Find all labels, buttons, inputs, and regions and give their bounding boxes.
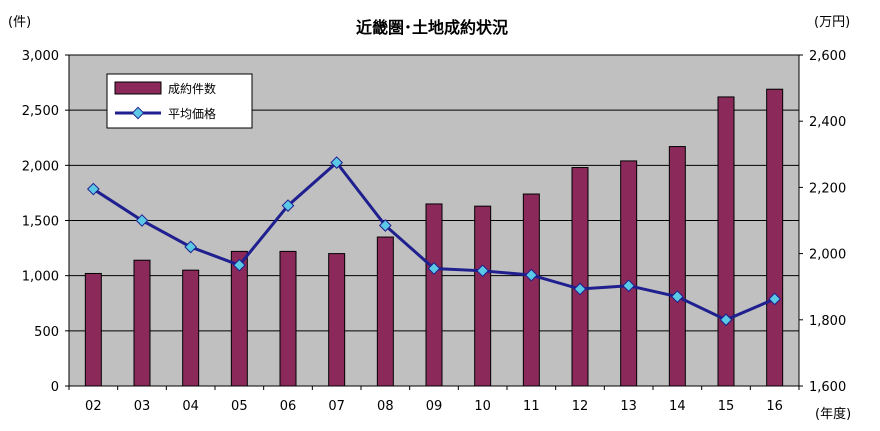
x-tick-label: 11 [523,399,540,414]
bar [474,205,492,387]
line-point [622,279,636,293]
bar [182,269,200,387]
bar [230,250,248,387]
bar-series [84,88,784,387]
legend-line-marker [131,106,145,120]
line-point [670,290,684,303]
line-point [524,268,538,282]
line-point [476,264,490,278]
x-tick-label: 10 [474,399,491,414]
x-tick-label: 13 [620,399,637,414]
line-point [427,262,441,275]
line-point [184,240,198,254]
bar [425,203,443,387]
left-tick-label: 2,000 [22,159,59,174]
x-tick-label: 12 [572,399,589,414]
bar [328,253,346,387]
x-tick-label: 16 [766,399,783,414]
right-tick-label: 2,000 [809,248,846,263]
right-axis-ticks: 1,600 1,800 2,000 2,200 2,400 2,600 [799,49,846,395]
x-tick-label: 09 [426,399,443,414]
left-tick-label: 1,500 [22,215,59,230]
x-tick-label: 08 [377,399,394,414]
left-tick-label: 500 [34,325,59,340]
x-tick-label: 04 [182,399,199,414]
right-axis-unit: (万円) [814,15,850,30]
bar [668,146,686,387]
line-point [232,258,246,272]
legend-bar-label: 成約件数 [168,81,216,96]
left-tick-label: 1,000 [22,270,59,285]
line-point [573,282,587,296]
bar [620,160,638,387]
bar [84,272,102,387]
line-point [330,156,344,169]
bar [571,167,589,387]
legend-line-label: 平均価格 [168,106,216,121]
line-series [86,156,782,327]
line-point [281,199,295,212]
bar [133,259,151,387]
legend: 成約件数 平均価格 [106,73,253,129]
x-tick-label: 14 [669,399,686,414]
x-tick-label: 02 [85,399,102,414]
x-tick-label: 15 [718,399,735,414]
right-tick-label: 1,600 [809,380,846,395]
x-tick-label: 07 [328,399,345,414]
line-point [135,214,149,227]
right-tick-label: 2,400 [809,115,846,130]
x-tick-label: 03 [134,399,151,414]
x-tick-label: 06 [280,399,297,414]
right-tick-label: 2,200 [809,181,846,196]
left-tick-label: 0 [51,380,59,395]
left-tick-label: 2,500 [22,104,59,119]
bar [717,96,735,387]
bar [522,193,540,387]
line-point [378,219,392,232]
left-axis-ticks: 0 500 1,000 1,500 2,000 2,500 3,000 [22,49,69,395]
bar [766,88,784,387]
line-point [719,313,733,327]
line-point [86,182,100,196]
right-tick-label: 1,800 [809,314,846,329]
right-tick-label: 2,600 [809,49,846,64]
line-point [768,292,782,306]
x-axis-unit: (年度) [815,406,851,422]
left-tick-label: 3,000 [22,49,59,64]
x-axis-ticks: 02 03 04 05 06 07 08 09 10 11 12 13 14 15 16 [68,386,800,414]
legend-bar-swatch [114,81,162,95]
bar [279,250,297,387]
bar [376,236,394,387]
left-axis-unit: (件) [8,15,31,30]
chart-title: 近畿圏･土地成約状況 [356,18,508,37]
x-tick-label: 05 [231,399,248,414]
